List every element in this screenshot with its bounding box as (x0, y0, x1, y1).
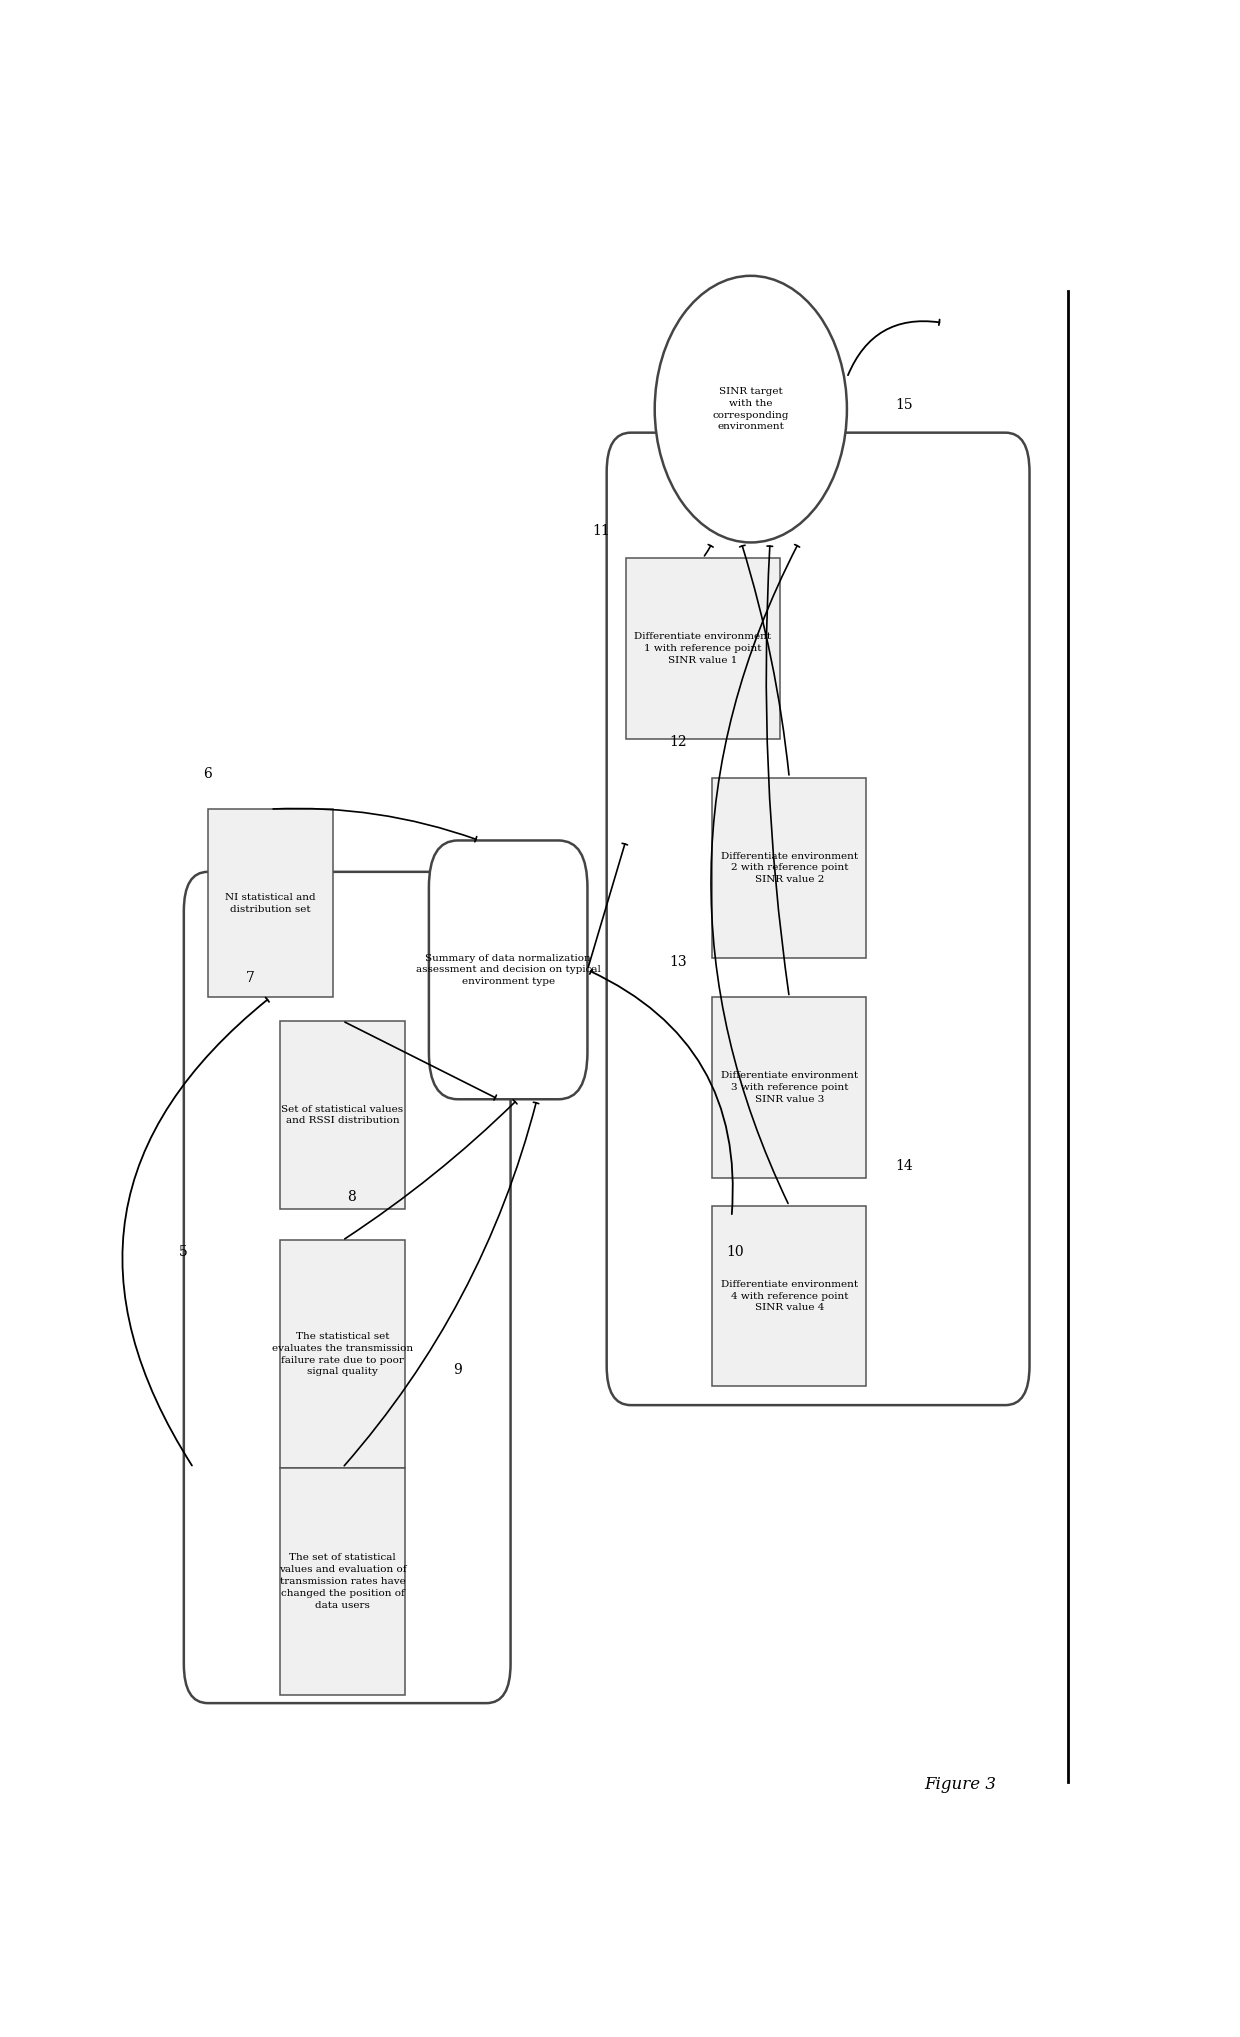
Text: 11: 11 (593, 524, 610, 538)
Text: 6: 6 (203, 766, 212, 780)
Text: 9: 9 (453, 1363, 461, 1377)
Text: 5: 5 (179, 1245, 187, 1259)
Text: The set of statistical
values and evaluation of
transmission rates have
changed : The set of statistical values and evalua… (279, 1554, 407, 1609)
Text: 7: 7 (247, 970, 255, 984)
FancyBboxPatch shape (184, 872, 511, 1703)
Text: 15: 15 (895, 397, 913, 411)
Text: Figure 3: Figure 3 (924, 1776, 996, 1793)
FancyBboxPatch shape (712, 1206, 866, 1387)
Text: SINR target
with the
corresponding
environment: SINR target with the corresponding envir… (713, 387, 789, 432)
Text: Summary of data normalization
assessment and decision on typical
environment typ: Summary of data normalization assessment… (415, 953, 600, 986)
Text: Differentiate environment
2 with reference point
SINR value 2: Differentiate environment 2 with referen… (720, 851, 858, 884)
Text: Set of statistical values
and RSSI distribution: Set of statistical values and RSSI distr… (281, 1104, 403, 1124)
FancyBboxPatch shape (280, 1469, 404, 1695)
Text: Differentiate environment
3 with reference point
SINR value 3: Differentiate environment 3 with referen… (720, 1071, 858, 1104)
FancyBboxPatch shape (280, 1241, 404, 1469)
FancyBboxPatch shape (712, 998, 866, 1177)
FancyBboxPatch shape (626, 558, 780, 739)
FancyBboxPatch shape (280, 1021, 404, 1210)
FancyBboxPatch shape (606, 432, 1029, 1406)
FancyBboxPatch shape (208, 809, 332, 998)
FancyBboxPatch shape (712, 778, 866, 957)
Text: 8: 8 (347, 1190, 356, 1204)
Text: Differentiate environment
1 with reference point
SINR value 1: Differentiate environment 1 with referen… (634, 631, 771, 664)
Text: 10: 10 (727, 1245, 744, 1259)
Text: 13: 13 (670, 955, 687, 970)
Text: 12: 12 (670, 735, 687, 750)
Text: NI statistical and
distribution set: NI statistical and distribution set (224, 892, 316, 915)
Ellipse shape (655, 275, 847, 542)
Text: The statistical set
evaluates the transmission
failure rate due to poor
signal q: The statistical set evaluates the transm… (272, 1332, 413, 1377)
Text: 14: 14 (895, 1159, 913, 1173)
Text: Differentiate environment
4 with reference point
SINR value 4: Differentiate environment 4 with referen… (720, 1279, 858, 1312)
FancyBboxPatch shape (429, 841, 588, 1100)
